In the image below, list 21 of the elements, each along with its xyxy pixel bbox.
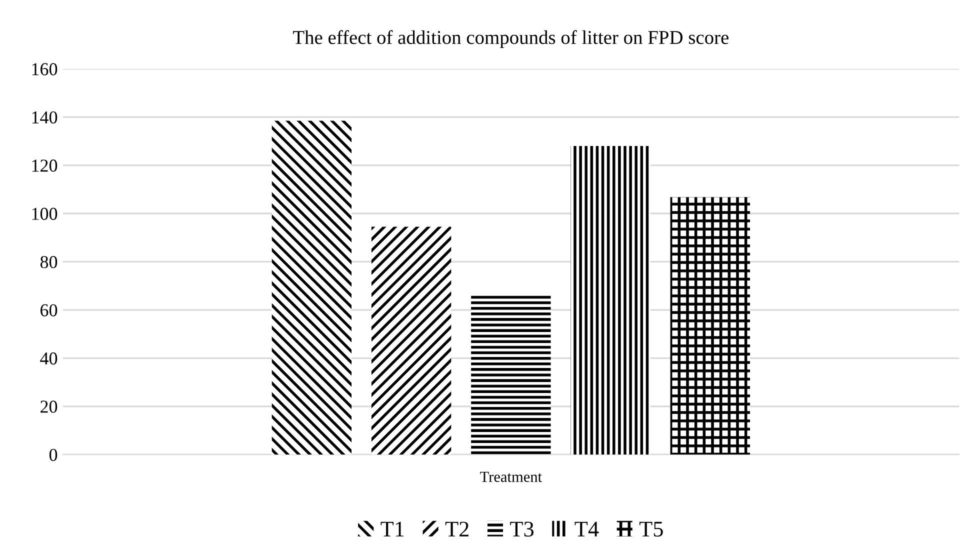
legend-label: T3 xyxy=(510,522,534,537)
legend-label: T5 xyxy=(639,522,663,537)
bar xyxy=(670,197,750,455)
bar xyxy=(371,226,452,455)
y-tick-label: 0 xyxy=(49,448,58,462)
y-tick-label: 100 xyxy=(32,208,58,220)
y-tick-label: 120 xyxy=(32,160,58,172)
legend-label: T4 xyxy=(574,522,599,536)
chart-title: The effect of addition compounds of litter on FPD score xyxy=(293,30,729,48)
y-tick-label: 60 xyxy=(40,304,58,316)
bar xyxy=(272,120,352,455)
y-tick-label: 20 xyxy=(40,400,58,413)
y-tick-label: 80 xyxy=(40,256,58,268)
legend-label: T2 xyxy=(445,522,468,536)
y-tick-label: 140 xyxy=(32,111,58,124)
bar xyxy=(570,146,650,455)
x-tick-label: Treatment xyxy=(480,472,542,482)
y-tick-label: 160 xyxy=(32,63,58,76)
y-tick-label: 40 xyxy=(40,352,58,365)
legend-label: T1 xyxy=(380,522,404,536)
bar xyxy=(471,294,551,455)
